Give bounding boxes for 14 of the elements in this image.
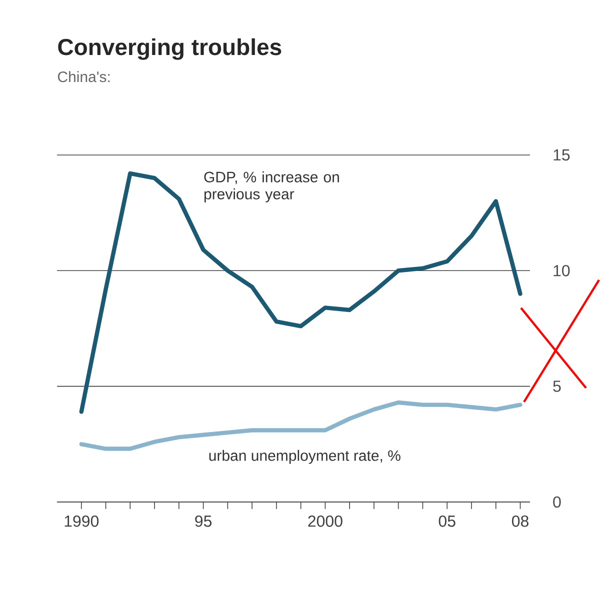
series-label: urban unemployment rate, %: [209, 450, 400, 464]
chart-subtitle: China's:: [58, 71, 110, 82]
x-tick-label: 08: [512, 516, 528, 527]
chart-title: Converging troubles: [58, 38, 282, 60]
x-tick-label: 95: [195, 516, 212, 527]
y-tick-label: 5: [553, 380, 561, 392]
y-tick-label: 10: [554, 264, 570, 276]
y-tick-label: 0: [553, 496, 561, 508]
series-label: GDP, % increase on previous year: [204, 171, 339, 202]
x-tick-label: 05: [438, 516, 456, 527]
x-tick-label: 2000: [308, 516, 342, 527]
y-tick-label: 15: [554, 149, 570, 161]
line-series: [79, 171, 522, 414]
x-tick-label: 1990: [64, 516, 99, 527]
